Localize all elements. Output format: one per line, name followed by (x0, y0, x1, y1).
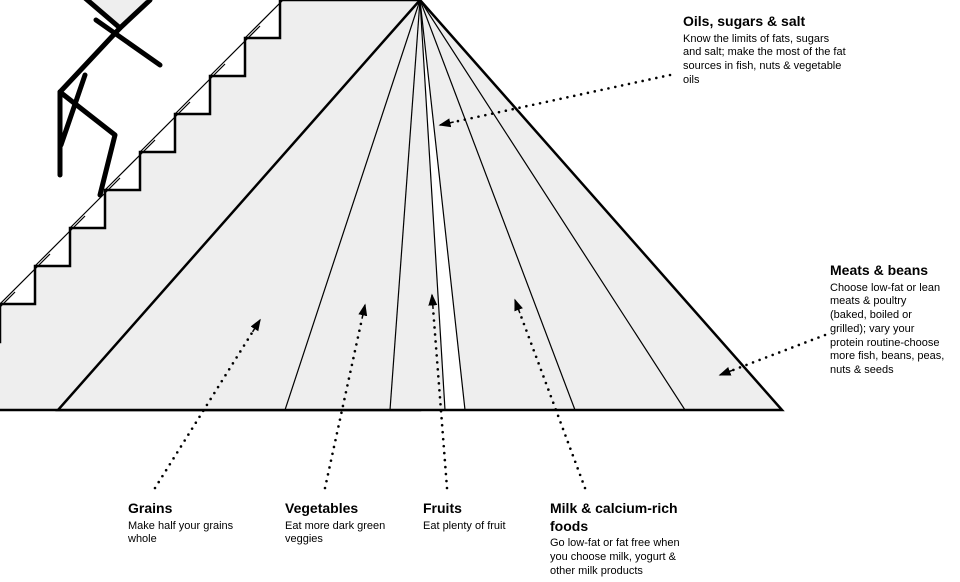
label-oils-title: Oils, sugars & salt (683, 13, 848, 31)
label-milk: Milk & calcium-rich foods Go low-fat or … (550, 500, 680, 578)
label-milk-title: Milk & calcium-rich foods (550, 500, 680, 535)
label-meats: Meats & beans Choose low-fat or lean mea… (830, 262, 945, 378)
label-grains: Grains Make half your grains whole (128, 500, 258, 547)
label-grains-desc: Make half your grains whole (128, 520, 258, 548)
label-veg-desc: Eat more dark green veggies (285, 520, 415, 548)
label-meats-title: Meats & beans (830, 262, 945, 280)
label-fruits: Fruits Eat plenty of fruit (423, 500, 543, 533)
food-pyramid-diagram: Oils, sugars & salt Know the limits of f… (0, 0, 960, 582)
label-oils: Oils, sugars & salt Know the limits of f… (683, 13, 848, 88)
label-meats-desc: Choose low-fat or lean meats & poultry (… (830, 282, 945, 378)
label-grains-title: Grains (128, 500, 258, 518)
label-fruits-desc: Eat plenty of fruit (423, 520, 543, 534)
label-fruits-title: Fruits (423, 500, 543, 518)
label-veg-title: Vegetables (285, 500, 415, 518)
label-oils-desc: Know the limits of fats, sugars and salt… (683, 33, 848, 88)
label-milk-desc: Go low-fat or fat free when you choose m… (550, 537, 680, 578)
label-veg: Vegetables Eat more dark green veggies (285, 500, 415, 547)
